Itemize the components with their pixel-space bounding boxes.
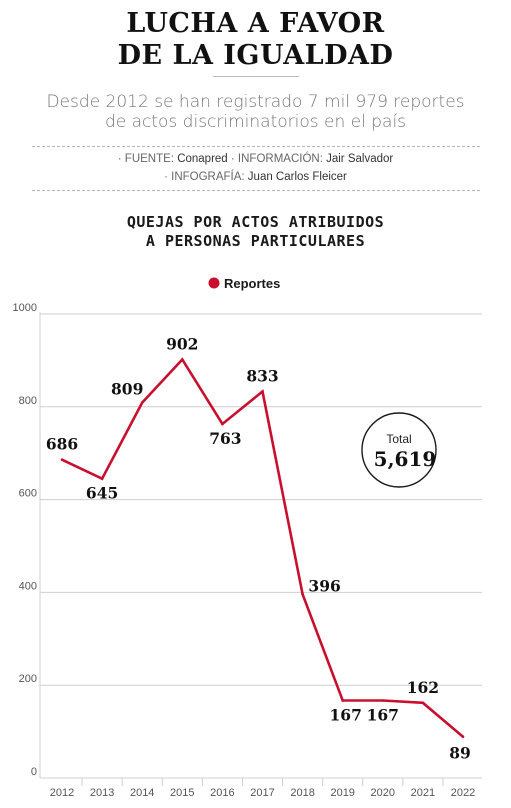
data-label-2019: 167	[330, 706, 362, 725]
information-value: Jair Salvador	[322, 153, 394, 165]
data-point-2014	[140, 401, 144, 404]
data-point-2013	[100, 477, 104, 481]
data-labels: 686 645 809 902 763 833 396 167 167 162 89	[46, 334, 471, 762]
data-label-2020: 167	[367, 706, 399, 725]
y-tick-label: 400	[19, 580, 37, 592]
legend-swatch-reportes	[208, 277, 220, 289]
data-point-2020	[381, 699, 385, 702]
x-tick-label: 2013	[90, 787, 114, 799]
data-label-2015: 902	[166, 334, 198, 353]
credits-top-divider	[32, 146, 480, 147]
data-label-2022: 89	[449, 744, 471, 763]
headline-line-1: LUCHA A FAVOR	[126, 8, 385, 39]
data-point-2019	[341, 699, 345, 702]
source-value: Conapred	[174, 153, 231, 165]
data-label-2016: 763	[209, 429, 241, 448]
credits-line-2: · INFOGRAFÍA: Juan Carlos Fleicer	[0, 169, 511, 186]
data-point-2016	[221, 422, 224, 426]
series-reportes	[60, 357, 465, 739]
x-tick-label: 2019	[330, 787, 354, 799]
y-axis-ticks: 0 200 400 600 800 1000	[13, 302, 37, 778]
data-label-2018: 396	[308, 576, 340, 595]
data-label-2013: 645	[86, 484, 118, 503]
subtitle-line-2: de actos discriminatorios en el país	[104, 112, 407, 132]
data-label-2014: 809	[111, 380, 143, 399]
y-tick-label: 0	[31, 766, 37, 778]
infographic-key: · INFOGRAFÍA:	[164, 171, 245, 183]
credits-bottom-divider	[32, 190, 480, 191]
x-axis-ticks: 2012 2013 2014 2015 2016 2017 2018 2019 2020 2021…	[50, 787, 475, 799]
x-tick-label: 2012	[50, 787, 74, 799]
y-tick-label: 1000	[13, 302, 37, 314]
data-point-2012	[60, 458, 64, 461]
data-label-2017: 833	[246, 366, 278, 385]
data-point-2022	[461, 735, 465, 739]
legend-label-reportes: Reportes	[224, 276, 280, 291]
information-key: · INFORMACIÓN:	[230, 153, 323, 165]
data-label-2012: 686	[46, 435, 78, 454]
total-badge: Total 5,619	[361, 412, 437, 488]
x-tick-label: 2017	[250, 787, 274, 799]
subtitle-line-1: Desde 2012 se han registrado 7 mil 979 r…	[46, 92, 465, 112]
x-tick-label: 2020	[371, 787, 395, 799]
x-tick-label: 2015	[170, 787, 194, 799]
chart-title-line-1: QUEJAS POR ACTOS ATRIBUIDOS	[126, 213, 385, 231]
data-point-2017	[261, 390, 264, 393]
y-tick-label: 200	[19, 673, 37, 685]
data-label-2021: 162	[407, 678, 439, 697]
headline-divider	[213, 76, 299, 77]
source-key: · FUENTE:	[117, 153, 174, 165]
gridlines	[39, 312, 482, 786]
total-value: 5,619	[374, 447, 437, 471]
total-label: Total	[386, 432, 411, 446]
x-tick-label: 2018	[290, 787, 314, 799]
credits-line-1: · FUENTE: Conapred · INFORMACIÓN: Jair S…	[0, 151, 511, 168]
data-point-2018	[301, 592, 304, 596]
infographic-value: Juan Carlos Fleicer	[244, 171, 347, 183]
headline-line-2: DE LA IGUALDAD	[117, 40, 394, 71]
legend: Reportes	[208, 276, 280, 291]
data-point-2021	[421, 701, 425, 705]
y-tick-label: 800	[19, 395, 37, 407]
total-circle	[361, 412, 437, 488]
data-point-2015	[181, 358, 184, 361]
chart-title-line-2: A PERSONAS PARTICULARES	[145, 232, 366, 250]
x-tick-label: 2021	[411, 787, 435, 799]
x-tick-label: 2014	[130, 787, 154, 799]
y-tick-label: 600	[19, 488, 37, 500]
x-tick-label: 2022	[451, 787, 475, 799]
x-tick-label: 2016	[210, 787, 234, 799]
